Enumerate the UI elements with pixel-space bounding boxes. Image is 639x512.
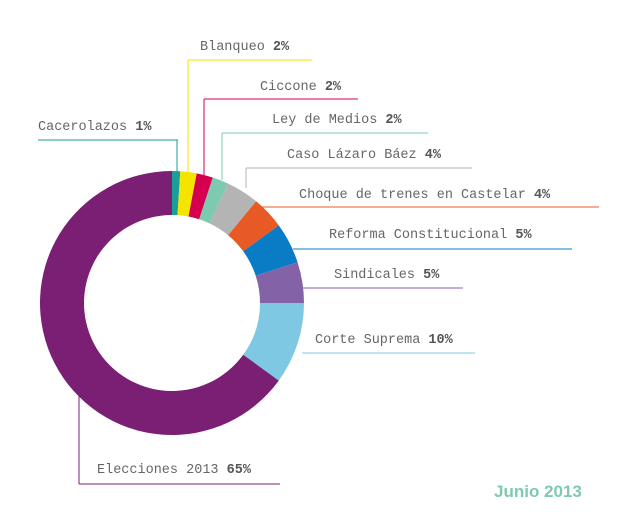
value-label: 4% — [425, 148, 442, 163]
donut-slice — [243, 303, 304, 381]
value-label: 1% — [135, 120, 152, 135]
slice-label: Cacerolazos 1% — [38, 120, 152, 135]
value-label: 65% — [227, 463, 252, 478]
donut-slice — [188, 173, 213, 220]
category-name: Corte Suprema — [315, 333, 428, 348]
slice-label: Ley de Medios 2% — [272, 113, 403, 128]
donut-slice — [243, 225, 298, 276]
category-name: Reforma Constitucional — [329, 228, 515, 243]
slice-label: Blanqueo 2% — [200, 40, 290, 55]
date-label: Junio 2013 — [494, 482, 582, 501]
value-label: 5% — [423, 268, 440, 283]
donut-slice — [228, 201, 279, 252]
category-name: Caso Lázaro Báez — [287, 148, 425, 163]
category-name: Blanqueo — [200, 40, 273, 55]
category-name: Ciccone — [260, 80, 325, 95]
donut-slice — [39, 171, 279, 436]
slice-label: Choque de trenes en Castelar 4% — [299, 188, 551, 203]
category-name: Sindicales — [334, 268, 423, 283]
slice-label: Reforma Constitucional 5% — [329, 228, 532, 243]
donut-slice — [209, 183, 257, 236]
value-label: 4% — [534, 188, 551, 203]
slice-label: Sindicales 5% — [334, 268, 440, 283]
donut-slice — [255, 262, 304, 303]
slice-label: Corte Suprema 10% — [315, 333, 454, 348]
donut-slice — [177, 171, 197, 217]
donut-slice — [172, 171, 181, 216]
category-name: Ley de Medios — [272, 113, 385, 128]
value-label: 2% — [325, 80, 342, 95]
slice-label: Ciccone 2% — [260, 80, 342, 95]
slice-label: Caso Lázaro Báez 4% — [287, 148, 442, 163]
donut-slice — [199, 177, 229, 224]
value-label: 5% — [515, 228, 532, 243]
category-name: Choque de trenes en Castelar — [299, 188, 534, 203]
category-name: Elecciones 2013 — [97, 463, 227, 478]
value-label: 2% — [385, 113, 402, 128]
value-label: 2% — [273, 40, 290, 55]
slice-label: Elecciones 2013 65% — [97, 463, 252, 478]
value-label: 10% — [428, 333, 453, 348]
category-name: Cacerolazos — [38, 120, 135, 135]
